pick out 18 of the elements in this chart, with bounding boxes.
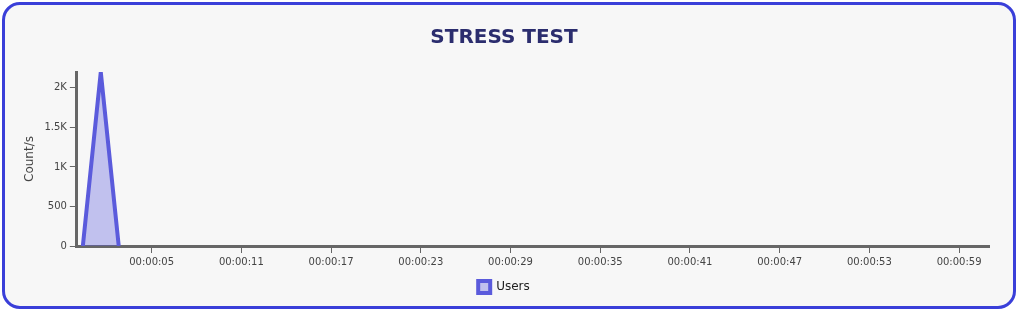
y-tick-label: 500: [47, 200, 67, 212]
x-tick-label: 00:00:05: [129, 255, 175, 267]
legend-label: Users: [496, 279, 530, 294]
x-tick-label: 00:00:47: [757, 255, 803, 267]
x-tick-label: 00:00:53: [846, 255, 892, 267]
x-tick-label: 00:00:29: [488, 255, 533, 267]
x-tick-label: 00:00:35: [577, 255, 623, 267]
y-tick-label: 1.5K: [44, 120, 68, 132]
x-tick-label: 00:00:59: [936, 255, 982, 267]
x-tick-label: 00:00:17: [308, 255, 354, 267]
y-tick-label: 0: [60, 239, 67, 251]
y-tick-label: 2K: [53, 81, 68, 93]
y-axis-title: Count/s: [22, 136, 37, 182]
x-tick-label: 00:00:41: [667, 255, 713, 267]
x-tick-label: 00:00:23: [398, 255, 444, 267]
y-tick-label: 1K: [53, 160, 68, 172]
chart-title: STRESS TEST: [430, 24, 579, 49]
x-tick-label: 00:00:11: [218, 255, 264, 267]
